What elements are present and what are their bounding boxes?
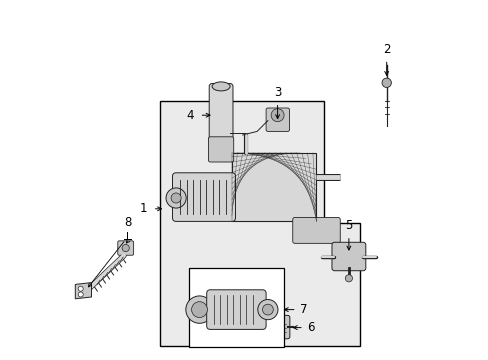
FancyBboxPatch shape bbox=[172, 173, 235, 221]
Text: 5: 5 bbox=[345, 219, 352, 232]
FancyBboxPatch shape bbox=[331, 242, 365, 271]
Bar bbox=[188, 268, 284, 347]
Circle shape bbox=[166, 188, 186, 208]
Text: 8: 8 bbox=[123, 216, 131, 229]
Circle shape bbox=[78, 292, 83, 297]
FancyBboxPatch shape bbox=[208, 137, 233, 162]
Circle shape bbox=[122, 244, 129, 252]
FancyBboxPatch shape bbox=[265, 108, 289, 131]
Ellipse shape bbox=[212, 82, 230, 91]
Text: 7: 7 bbox=[300, 303, 307, 316]
Circle shape bbox=[270, 109, 284, 122]
Circle shape bbox=[381, 78, 390, 87]
Bar bbox=[231, 153, 316, 221]
Polygon shape bbox=[75, 283, 91, 299]
Text: 1: 1 bbox=[140, 202, 147, 215]
Circle shape bbox=[257, 300, 277, 320]
Polygon shape bbox=[160, 101, 359, 346]
Circle shape bbox=[171, 193, 181, 203]
Text: 6: 6 bbox=[307, 321, 314, 334]
Text: 2: 2 bbox=[382, 43, 389, 56]
FancyBboxPatch shape bbox=[118, 241, 133, 255]
Circle shape bbox=[191, 302, 207, 318]
Text: 4: 4 bbox=[186, 109, 194, 122]
FancyBboxPatch shape bbox=[209, 84, 232, 143]
Circle shape bbox=[185, 296, 213, 323]
FancyBboxPatch shape bbox=[292, 217, 340, 243]
Text: 3: 3 bbox=[273, 86, 281, 99]
Circle shape bbox=[262, 304, 273, 315]
Circle shape bbox=[78, 286, 83, 291]
FancyBboxPatch shape bbox=[206, 290, 265, 329]
Circle shape bbox=[345, 275, 352, 282]
FancyBboxPatch shape bbox=[262, 315, 289, 339]
